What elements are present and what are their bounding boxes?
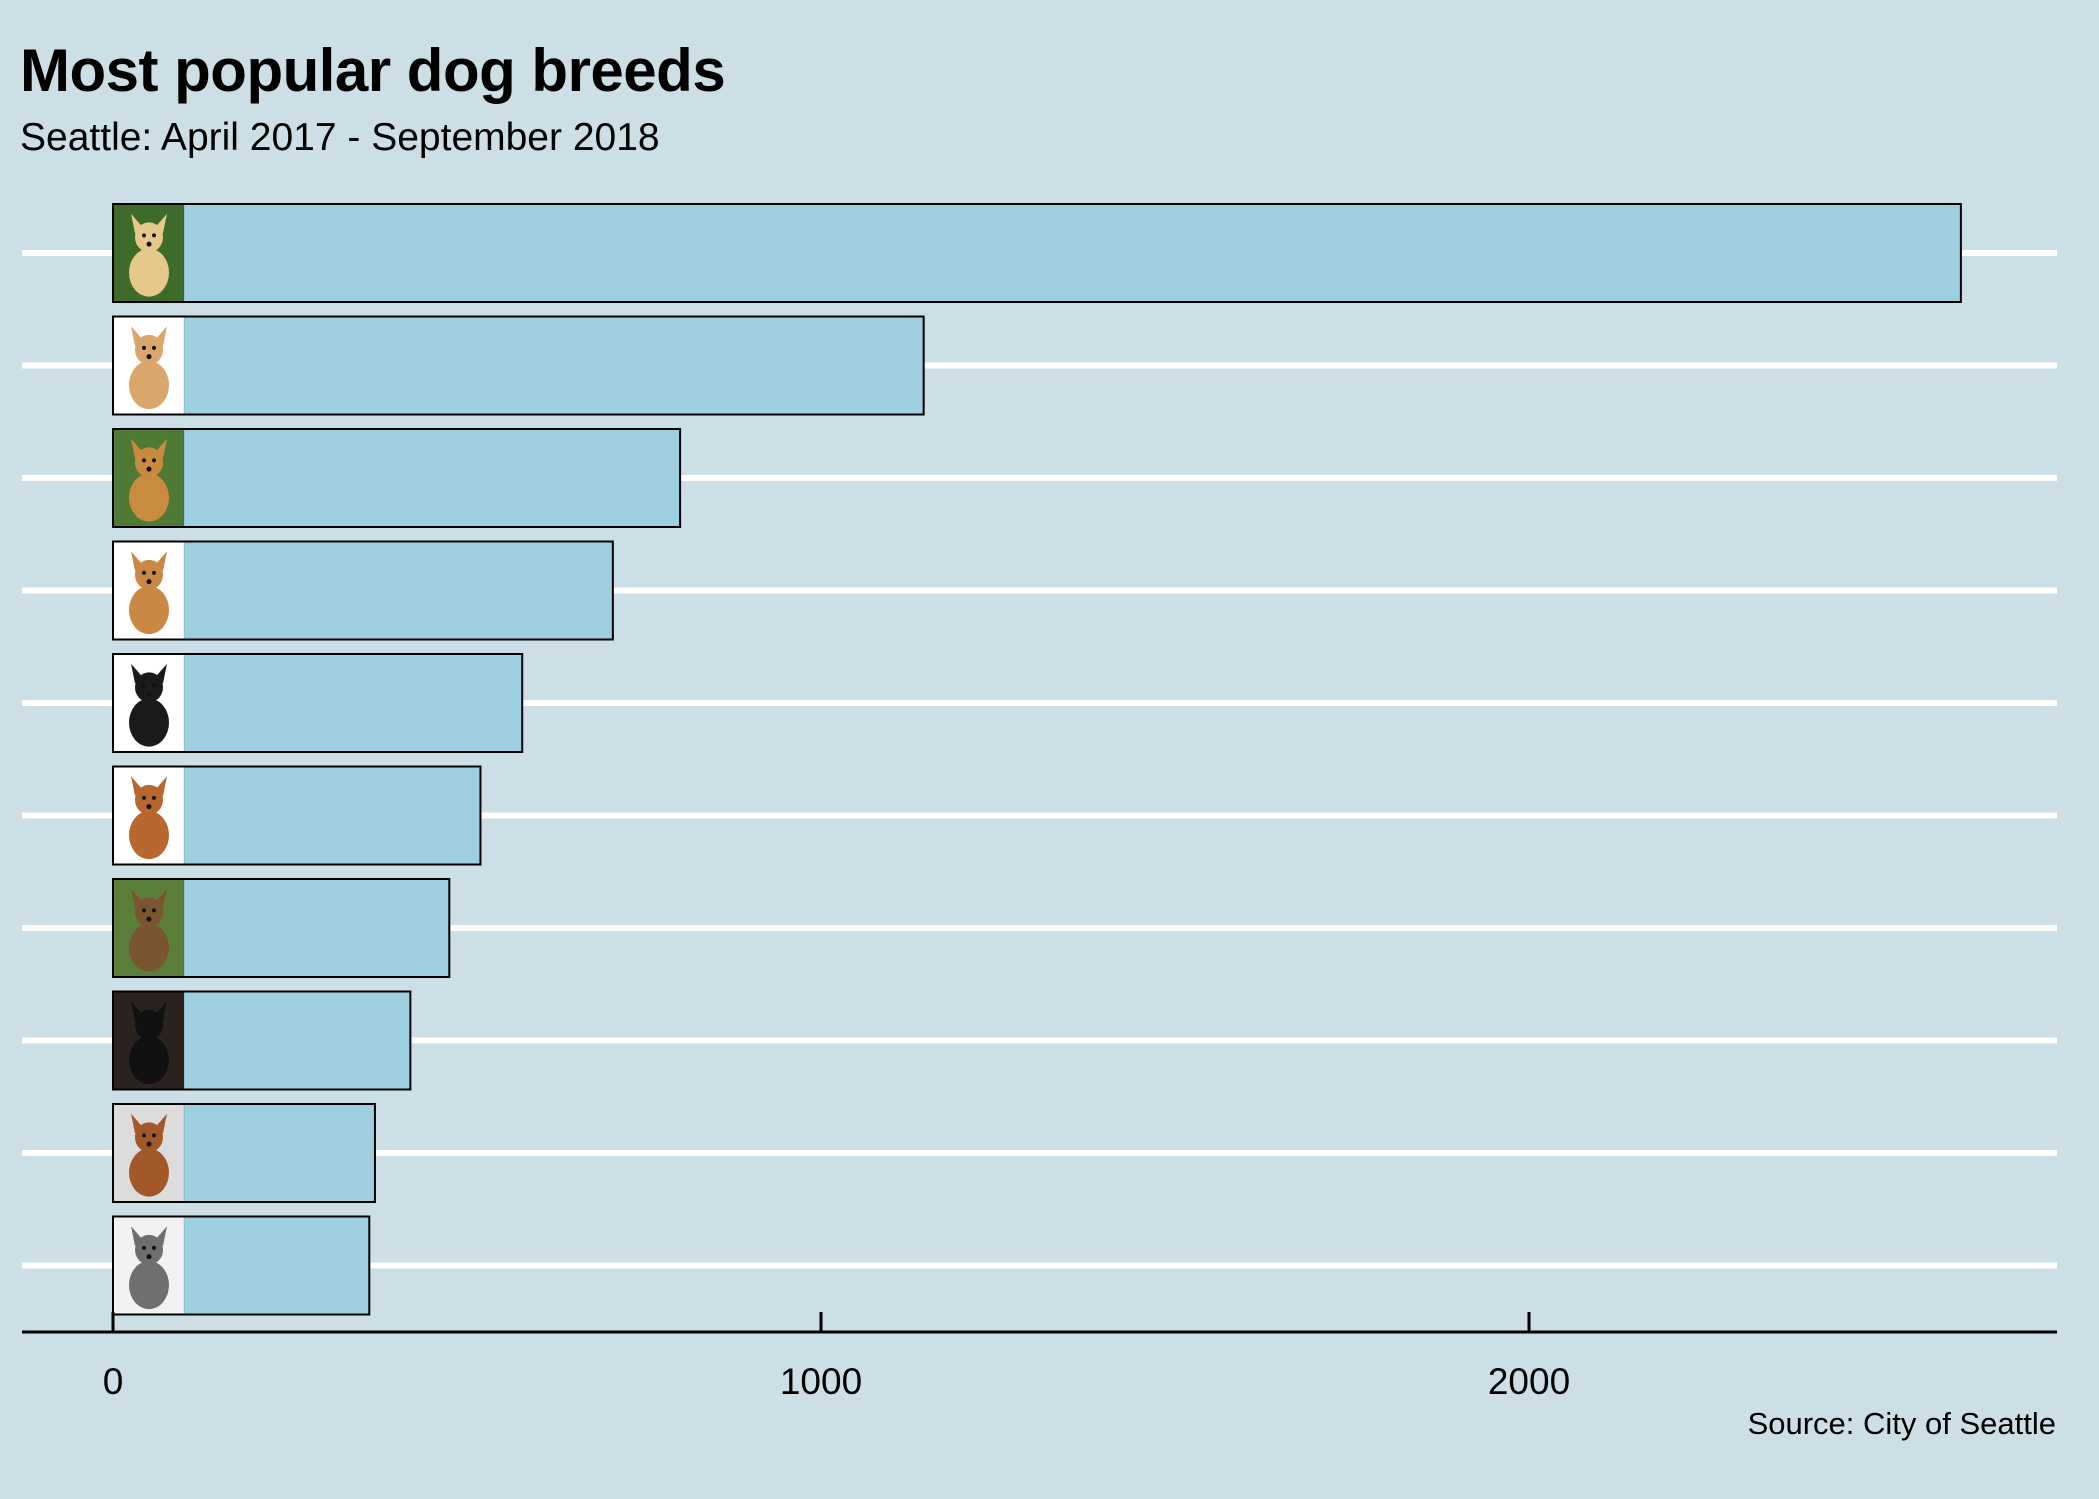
chihuahua-dog-photo-icon	[114, 317, 185, 414]
x-tick-label: 0	[103, 1361, 124, 1402]
labrador-retriever-dog-photo-icon	[114, 205, 185, 301]
x-tick-label: 2000	[1488, 1361, 1570, 1402]
golden-retriever-dog-photo-icon	[114, 430, 185, 526]
bar	[112, 203, 1962, 303]
bar	[112, 315, 925, 416]
terrier-dog-photo-icon	[114, 542, 185, 639]
border-collie-dog-photo-icon	[114, 655, 185, 751]
bars	[112, 203, 1962, 1316]
x-tick-label: 1000	[780, 1361, 862, 1402]
pit-bull-dog-photo-icon	[114, 1105, 185, 1201]
german-shepherd-dog-photo-icon	[114, 880, 185, 976]
x-axis: 0 1000 2000	[22, 1312, 2057, 1402]
cattle-dog-photo-icon	[114, 1217, 185, 1314]
source-caption: Source: City of Seattle	[1747, 1406, 2056, 1441]
chart-title: Most popular dog breeds	[20, 37, 726, 104]
bar	[112, 540, 614, 641]
chart-subtitle: Seattle: April 2017 - September 2018	[20, 116, 660, 159]
bar	[112, 428, 682, 528]
bernese-mountain-dog-photo-icon	[114, 992, 185, 1089]
goldendoodle-dog-photo-icon	[114, 767, 185, 864]
